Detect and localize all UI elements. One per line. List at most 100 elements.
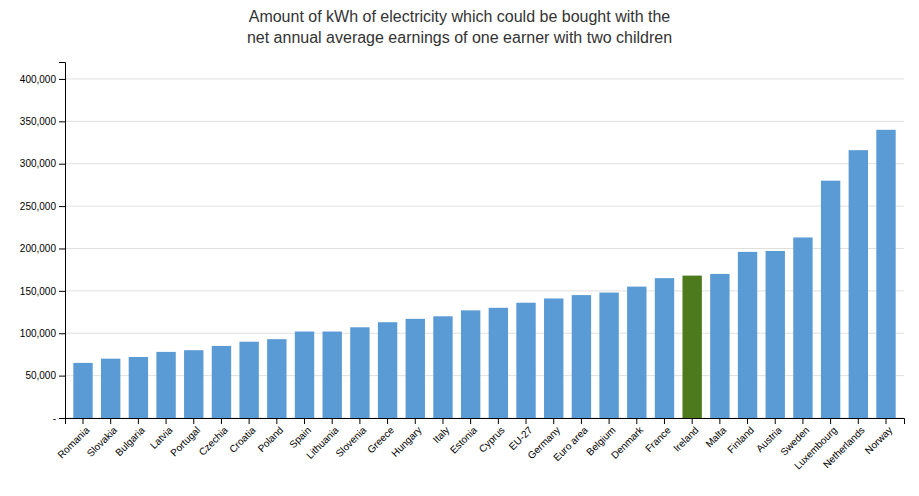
- x-tick-label: Croatia: [227, 424, 258, 455]
- bar: [406, 319, 425, 418]
- x-tick-mark: [747, 418, 748, 424]
- y-tick-label: 200,000: [20, 243, 57, 254]
- x-tick-mark: [664, 418, 665, 424]
- x-tick-mark: [858, 418, 859, 424]
- bar: [101, 359, 120, 418]
- x-tick-label: Cyprus: [477, 424, 507, 454]
- x-tick: Spain: [287, 418, 313, 450]
- bars: [73, 130, 895, 418]
- y-tick-label: 250,000: [20, 201, 57, 212]
- bar: [655, 278, 674, 418]
- x-tick-label: Ireland: [671, 424, 700, 453]
- y-tick-label: -: [53, 413, 56, 424]
- x-tick: Finland: [725, 418, 756, 455]
- y-tick-mark: [59, 164, 65, 165]
- x-tick-mark: [138, 418, 139, 424]
- x-tick-mark: [166, 418, 167, 424]
- x-tick-mark: [498, 418, 499, 424]
- grid-line: [65, 163, 904, 164]
- x-tick: France: [643, 418, 673, 454]
- y-tick-mark: [59, 333, 65, 334]
- y-tick-mark: [59, 121, 65, 122]
- y-tick-label: 300,000: [20, 158, 57, 169]
- bar: [184, 350, 203, 418]
- x-tick-label: Hungary: [389, 424, 424, 459]
- bar: [710, 274, 729, 418]
- x-tick-mark: [276, 418, 277, 424]
- bar: [73, 363, 92, 418]
- x-tick-mark: [609, 418, 610, 424]
- y-tick-mark: [59, 79, 65, 80]
- bar: [627, 287, 646, 418]
- x-tick: Latvia: [148, 418, 175, 451]
- grid: [65, 79, 904, 418]
- bar: [793, 237, 812, 418]
- x-tick: Hungary: [389, 418, 424, 459]
- bar: [239, 342, 258, 418]
- x-tick-label: Estonia: [448, 424, 480, 456]
- bar: [821, 181, 840, 418]
- x-axis: RomaniaSlovakiaBulgariaLatviaPortugalCze…: [55, 418, 904, 471]
- x-tick: Estonia: [448, 418, 480, 456]
- x-tick: Bulgaria: [113, 418, 147, 458]
- x-tick-mark: [415, 418, 416, 424]
- y-tick: 200,000: [20, 243, 65, 254]
- x-tick-mark: [719, 418, 720, 424]
- y-tick-label: 150,000: [20, 286, 57, 297]
- x-tick-label: Lithuania: [304, 424, 341, 461]
- title: Amount of kWh of electricity which could…: [249, 8, 671, 25]
- x-tick: Malta: [703, 418, 728, 449]
- x-tick-mark: [387, 418, 388, 424]
- y-axis-line: [59, 63, 66, 419]
- bar: [350, 327, 369, 418]
- x-tick-mark: [802, 418, 803, 424]
- y-tick: -: [53, 413, 65, 424]
- x-tick-mark: [830, 418, 831, 424]
- y-tick-mark: [59, 248, 65, 249]
- x-tick-mark: [692, 418, 693, 424]
- y-tick-label: 100,000: [20, 328, 57, 339]
- x-tick: Ireland: [671, 418, 700, 454]
- x-tick: Croatia: [227, 418, 258, 455]
- x-tick-mark: [82, 418, 83, 424]
- x-tick-label: Spain: [287, 424, 313, 450]
- x-tick-label: Finland: [725, 424, 756, 455]
- x-tick: Czechia: [197, 418, 231, 458]
- y-tick-mark: [59, 291, 65, 292]
- grid-line: [65, 78, 904, 79]
- x-tick-label: Euro area: [551, 424, 590, 463]
- x-tick-mark: [110, 418, 111, 424]
- x-tick-mark: [193, 418, 194, 424]
- bar: [572, 295, 591, 418]
- x-tick-label: Netherlands: [821, 424, 867, 470]
- bar: [267, 339, 286, 418]
- x-tick-mark: [775, 418, 776, 424]
- x-tick-mark: [249, 418, 250, 424]
- x-tick-label: Bulgaria: [113, 424, 147, 458]
- y-tick-mark: [59, 376, 65, 377]
- x-tick-label: France: [643, 424, 673, 454]
- y-tick-label: 350,000: [20, 116, 57, 127]
- y-tick-label: 400,000: [20, 74, 57, 85]
- x-tick: Norway: [863, 418, 895, 456]
- bar: [766, 251, 785, 418]
- x-tick: Cyprus: [477, 418, 507, 455]
- x-tick-label: Norway: [863, 424, 895, 456]
- bar: [849, 150, 868, 418]
- subtitle: net annual average earnings of one earne…: [247, 29, 672, 46]
- y-tick: 250,000: [20, 201, 65, 212]
- bar: [129, 357, 148, 418]
- x-tick: Netherlands: [821, 418, 867, 470]
- bar: [295, 332, 314, 418]
- x-tick-mark: [332, 418, 333, 424]
- y-tick: 300,000: [20, 158, 65, 169]
- x-tick-label: Czechia: [197, 424, 231, 458]
- bar: [599, 293, 618, 418]
- x-tick-mark: [553, 418, 554, 424]
- bar: [876, 130, 895, 418]
- bar: [489, 308, 508, 418]
- bar: [156, 352, 175, 418]
- bar: [323, 332, 342, 418]
- x-tick-label: Portugal: [168, 424, 202, 458]
- x-tick: Italy: [431, 418, 452, 445]
